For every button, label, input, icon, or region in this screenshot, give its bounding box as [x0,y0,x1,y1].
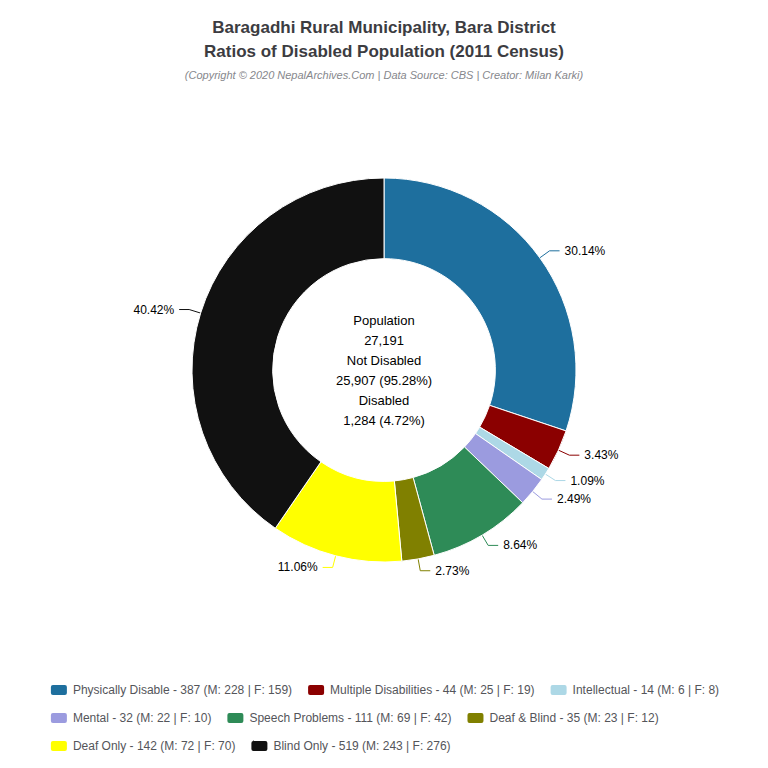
svg-text:Disabled: Disabled [359,393,410,408]
svg-text:Blind Only - 519 (M: 243 | F:: Blind Only - 519 (M: 243 | F: 276) [273,739,450,753]
svg-text:3.43%: 3.43% [584,448,618,462]
svg-text:Deaf Only - 142 (M: 72 | F: 70: Deaf Only - 142 (M: 72 | F: 70) [73,739,236,753]
svg-text:8.64%: 8.64% [503,538,537,552]
svg-text:Ratios of Disabled Population: Ratios of Disabled Population (2011 Cens… [204,42,564,61]
svg-text:Physically Disable - 387 (M: 2: Physically Disable - 387 (M: 228 | F: 15… [73,683,292,697]
svg-text:Mental - 32 (M: 22 | F: 10): Mental - 32 (M: 22 | F: 10) [73,711,212,725]
svg-text:30.14%: 30.14% [565,244,606,258]
svg-text:Speech Problems - 111 (M: 69 |: Speech Problems - 111 (M: 69 | F: 42) [249,711,451,725]
svg-text:1,284 (4.72%): 1,284 (4.72%) [343,413,425,428]
svg-text:Deaf & Blind - 35 (M: 23 | F:: Deaf & Blind - 35 (M: 23 | F: 12) [489,711,658,725]
svg-text:Not Disabled: Not Disabled [347,353,421,368]
svg-text:2.49%: 2.49% [557,492,591,506]
svg-text:Intellectual - 14 (M: 6 | F: 8: Intellectual - 14 (M: 6 | F: 8) [573,683,720,697]
svg-text:(Copyright © 2020 NepalArchive: (Copyright © 2020 NepalArchives.Com | Da… [185,69,584,81]
svg-text:1.09%: 1.09% [570,474,604,488]
svg-text:25,907 (95.28%): 25,907 (95.28%) [336,373,432,388]
svg-text:Baragadhi Rural Municipality,: Baragadhi Rural Municipality, Bara Distr… [212,18,556,37]
svg-text:2.73%: 2.73% [435,564,469,578]
svg-text:Multiple Disabilities - 44 (M:: Multiple Disabilities - 44 (M: 25 | F: 1… [330,683,535,697]
svg-text:27,191: 27,191 [364,333,404,348]
svg-text:40.42%: 40.42% [133,303,174,317]
svg-text:11.06%: 11.06% [278,560,318,574]
svg-text:Population: Population [353,313,414,328]
